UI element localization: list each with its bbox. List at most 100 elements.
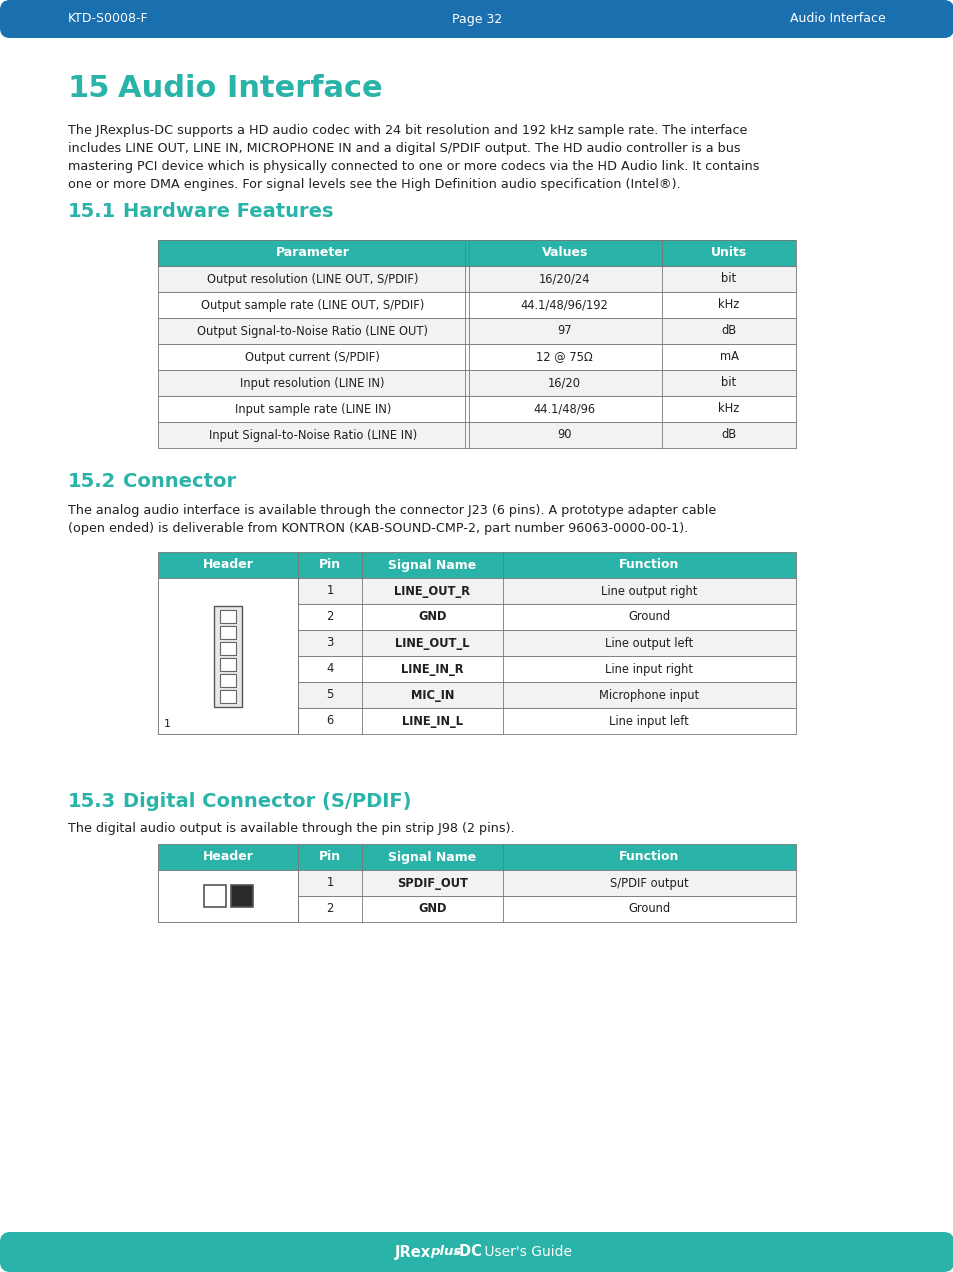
Text: LINE_IN_R: LINE_IN_R — [400, 663, 463, 675]
Bar — [158, 682, 795, 709]
Text: Pin: Pin — [319, 558, 341, 571]
Text: dB: dB — [720, 324, 736, 337]
Text: LINE_IN_L: LINE_IN_L — [401, 715, 462, 728]
Text: 1: 1 — [326, 876, 334, 889]
Text: mA: mA — [719, 351, 738, 364]
Text: (open ended) is deliverable from KONTRON (KAB-SOUND-CMP-2, part number 96063-000: (open ended) is deliverable from KONTRON… — [68, 522, 687, 536]
Text: Ground: Ground — [627, 611, 670, 623]
Bar — [158, 870, 795, 895]
Text: one or more DMA engines. For signal levels see the High Definition audio specifi: one or more DMA engines. For signal leve… — [68, 178, 679, 191]
Text: Header: Header — [203, 851, 253, 864]
Bar — [158, 656, 795, 682]
Text: Signal Name: Signal Name — [388, 851, 476, 864]
Text: Function: Function — [618, 851, 679, 864]
FancyBboxPatch shape — [0, 1233, 953, 1272]
Text: dB: dB — [720, 429, 736, 441]
Bar — [158, 266, 795, 293]
Text: Input sample rate (LINE IN): Input sample rate (LINE IN) — [234, 402, 391, 416]
Text: Function: Function — [618, 558, 679, 571]
Text: The digital audio output is available through the pin strip J98 (2 pins).: The digital audio output is available th… — [68, 822, 514, 834]
Text: 6: 6 — [326, 715, 334, 728]
Text: 5: 5 — [326, 688, 334, 701]
Text: Ground: Ground — [627, 903, 670, 916]
Bar — [220, 641, 236, 655]
Text: 16/20: 16/20 — [548, 377, 580, 389]
Text: Pin: Pin — [319, 851, 341, 864]
Text: Line input left: Line input left — [609, 715, 688, 728]
Text: LINE_OUT_R: LINE_OUT_R — [394, 585, 470, 598]
Text: Values: Values — [541, 247, 587, 259]
Text: 44.1/48/96/192: 44.1/48/96/192 — [520, 299, 608, 312]
Text: 15.3: 15.3 — [68, 792, 116, 812]
Text: Output sample rate (LINE OUT, S/PDIF): Output sample rate (LINE OUT, S/PDIF) — [201, 299, 424, 312]
Text: Microphone input: Microphone input — [598, 688, 699, 701]
Text: Line output right: Line output right — [600, 585, 697, 598]
Text: LINE_OUT_L: LINE_OUT_L — [395, 636, 469, 650]
Bar — [158, 577, 298, 734]
Text: 1: 1 — [164, 719, 171, 729]
Text: Output current (S/PDIF): Output current (S/PDIF) — [245, 351, 379, 364]
Text: includes LINE OUT, LINE IN, MICROPHONE IN and a digital S/PDIF output. The HD au: includes LINE OUT, LINE IN, MICROPHONE I… — [68, 142, 740, 155]
Text: GND: GND — [417, 611, 446, 623]
Bar — [214, 605, 242, 706]
Text: 90: 90 — [557, 429, 572, 441]
Text: Line output left: Line output left — [604, 636, 693, 650]
Bar — [220, 626, 236, 639]
Text: User's Guide: User's Guide — [479, 1245, 572, 1259]
Bar — [158, 845, 795, 870]
Bar — [220, 609, 236, 622]
Text: 15.1: 15.1 — [68, 202, 116, 221]
Bar — [158, 709, 795, 734]
Text: Units: Units — [710, 247, 746, 259]
Bar — [220, 658, 236, 670]
Bar — [220, 689, 236, 702]
Text: The analog audio interface is available through the connector J23 (6 pins). A pr: The analog audio interface is available … — [68, 504, 716, 516]
Text: Header: Header — [203, 558, 253, 571]
Text: SPDIF_OUT: SPDIF_OUT — [396, 876, 467, 889]
Bar — [158, 895, 795, 922]
Text: kHz: kHz — [718, 299, 739, 312]
Text: Digital Connector (S/PDIF): Digital Connector (S/PDIF) — [123, 792, 411, 812]
Text: Line input right: Line input right — [604, 663, 693, 675]
Text: Connector: Connector — [123, 472, 236, 491]
Text: 2: 2 — [326, 611, 334, 623]
Text: 15.2: 15.2 — [68, 472, 116, 491]
Text: JRex: JRex — [395, 1244, 431, 1259]
Bar — [158, 240, 795, 266]
Text: 16/20/24: 16/20/24 — [538, 272, 590, 285]
Text: Input Signal-to-Noise Ratio (LINE IN): Input Signal-to-Noise Ratio (LINE IN) — [209, 429, 416, 441]
Bar — [158, 370, 795, 396]
Bar — [158, 552, 795, 577]
Text: Hardware Features: Hardware Features — [123, 202, 334, 221]
Bar — [158, 630, 795, 656]
Text: bit: bit — [720, 377, 736, 389]
Bar — [231, 885, 253, 907]
Text: Page 32: Page 32 — [452, 13, 501, 25]
Text: S/PDIF output: S/PDIF output — [609, 876, 688, 889]
Bar — [204, 885, 226, 907]
FancyBboxPatch shape — [0, 0, 953, 38]
Text: 1: 1 — [326, 585, 334, 598]
Text: Input resolution (LINE IN): Input resolution (LINE IN) — [240, 377, 385, 389]
Text: GND: GND — [417, 903, 446, 916]
Text: Audio Interface: Audio Interface — [118, 74, 382, 103]
Bar — [158, 396, 795, 422]
Text: Signal Name: Signal Name — [388, 558, 476, 571]
Text: Audio Interface: Audio Interface — [789, 13, 885, 25]
Bar — [158, 240, 795, 266]
Text: 44.1/48/96: 44.1/48/96 — [533, 402, 596, 416]
Text: KTD-S0008-F: KTD-S0008-F — [68, 13, 149, 25]
Text: mastering PCI device which is physically connected to one or more codecs via the: mastering PCI device which is physically… — [68, 160, 759, 173]
Text: 12 @ 75Ω: 12 @ 75Ω — [536, 351, 593, 364]
Bar — [158, 343, 795, 370]
Text: 97: 97 — [557, 324, 572, 337]
Text: The JRexplus-DC supports a HD audio codec with 24 bit resolution and 192 kHz sam: The JRexplus-DC supports a HD audio code… — [68, 123, 746, 137]
Bar — [158, 422, 795, 448]
Text: 15: 15 — [68, 74, 111, 103]
Text: Output Signal-to-Noise Ratio (LINE OUT): Output Signal-to-Noise Ratio (LINE OUT) — [197, 324, 428, 337]
Bar — [158, 318, 795, 343]
Text: Parameter: Parameter — [275, 247, 350, 259]
Text: bit: bit — [720, 272, 736, 285]
Text: Output resolution (LINE OUT, S/PDIF): Output resolution (LINE OUT, S/PDIF) — [207, 272, 418, 285]
Text: 2: 2 — [326, 903, 334, 916]
